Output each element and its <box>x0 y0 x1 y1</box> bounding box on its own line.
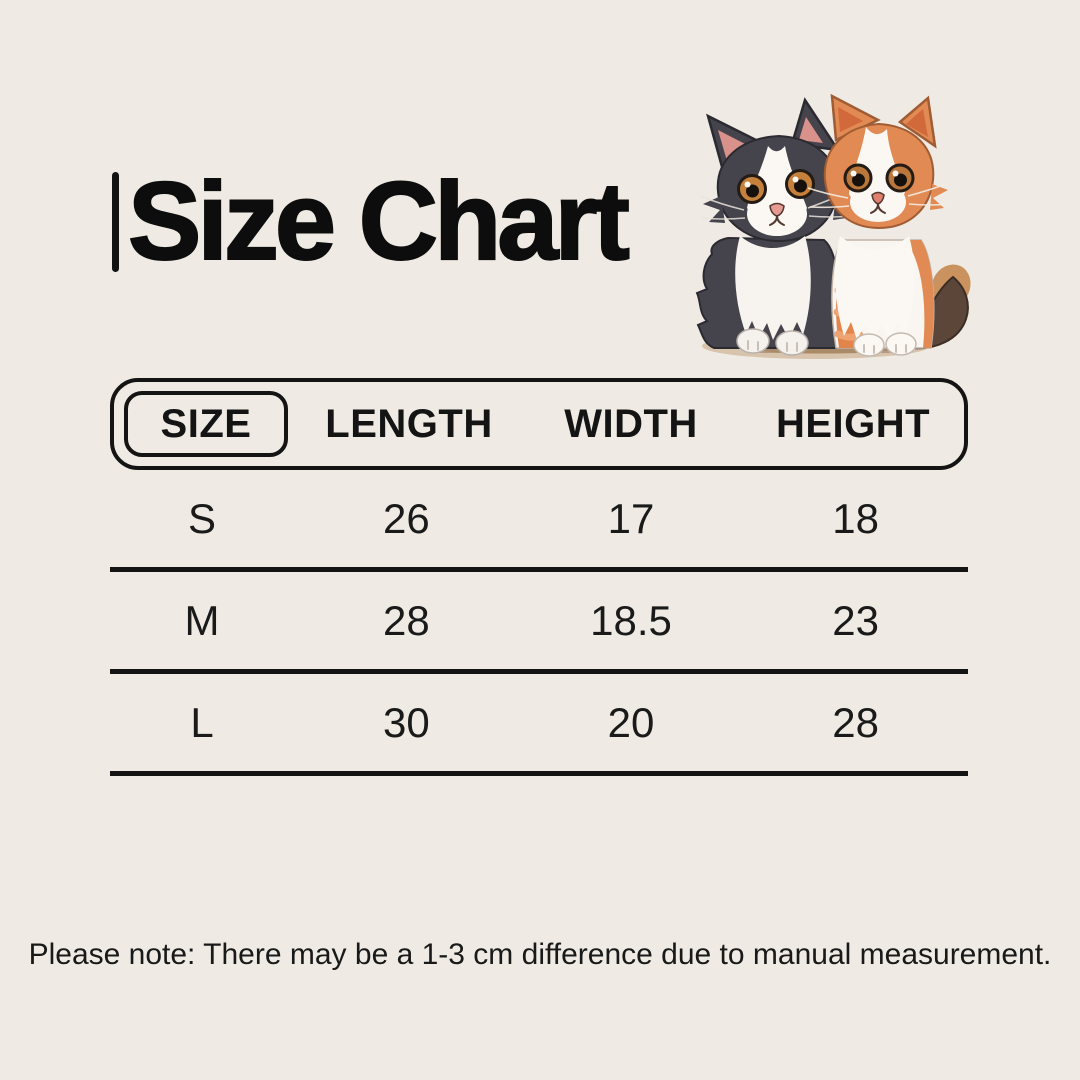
cell-length: 26 <box>382 494 430 542</box>
cell-width: 18.5 <box>590 596 672 644</box>
page-title: Size Chart <box>127 160 631 283</box>
column-header-height: HEIGHT <box>775 401 931 446</box>
column-header-width: WIDTH <box>564 401 698 446</box>
cell-size: S <box>187 494 216 542</box>
table-row-m: M 28 18.5 23 <box>110 572 968 674</box>
gray-kitten <box>695 97 852 356</box>
size-table-header: SIZE LENGTH WIDTH HEIGHT <box>110 378 968 470</box>
cell-length: 28 <box>382 596 430 644</box>
table-row-s: S 26 17 18 <box>110 470 968 572</box>
cell-height: 23 <box>832 596 880 644</box>
cell-length: 30 <box>382 698 430 746</box>
orange-kitten <box>807 94 949 357</box>
cell-width: 20 <box>607 698 655 746</box>
cell-height: 18 <box>832 494 880 542</box>
title-accent-bar <box>112 172 119 272</box>
column-header-length: LENGTH <box>325 401 493 446</box>
measurement-note: Please note: There may be a 1-3 cm diffe… <box>28 938 1052 971</box>
cell-size: M <box>184 596 220 644</box>
size-table: SIZE LENGTH WIDTH HEIGHT S 26 17 18 M 28… <box>110 378 968 776</box>
two-kittens-illustration <box>695 94 971 359</box>
title-block: Size Chart <box>112 160 631 283</box>
table-row-l: L 30 20 28 <box>110 674 968 776</box>
cell-size: L <box>190 698 214 746</box>
column-header-size: SIZE <box>160 401 252 446</box>
cell-width: 17 <box>607 494 655 542</box>
size-header-box: SIZE <box>124 391 288 457</box>
cell-height: 28 <box>832 698 880 746</box>
